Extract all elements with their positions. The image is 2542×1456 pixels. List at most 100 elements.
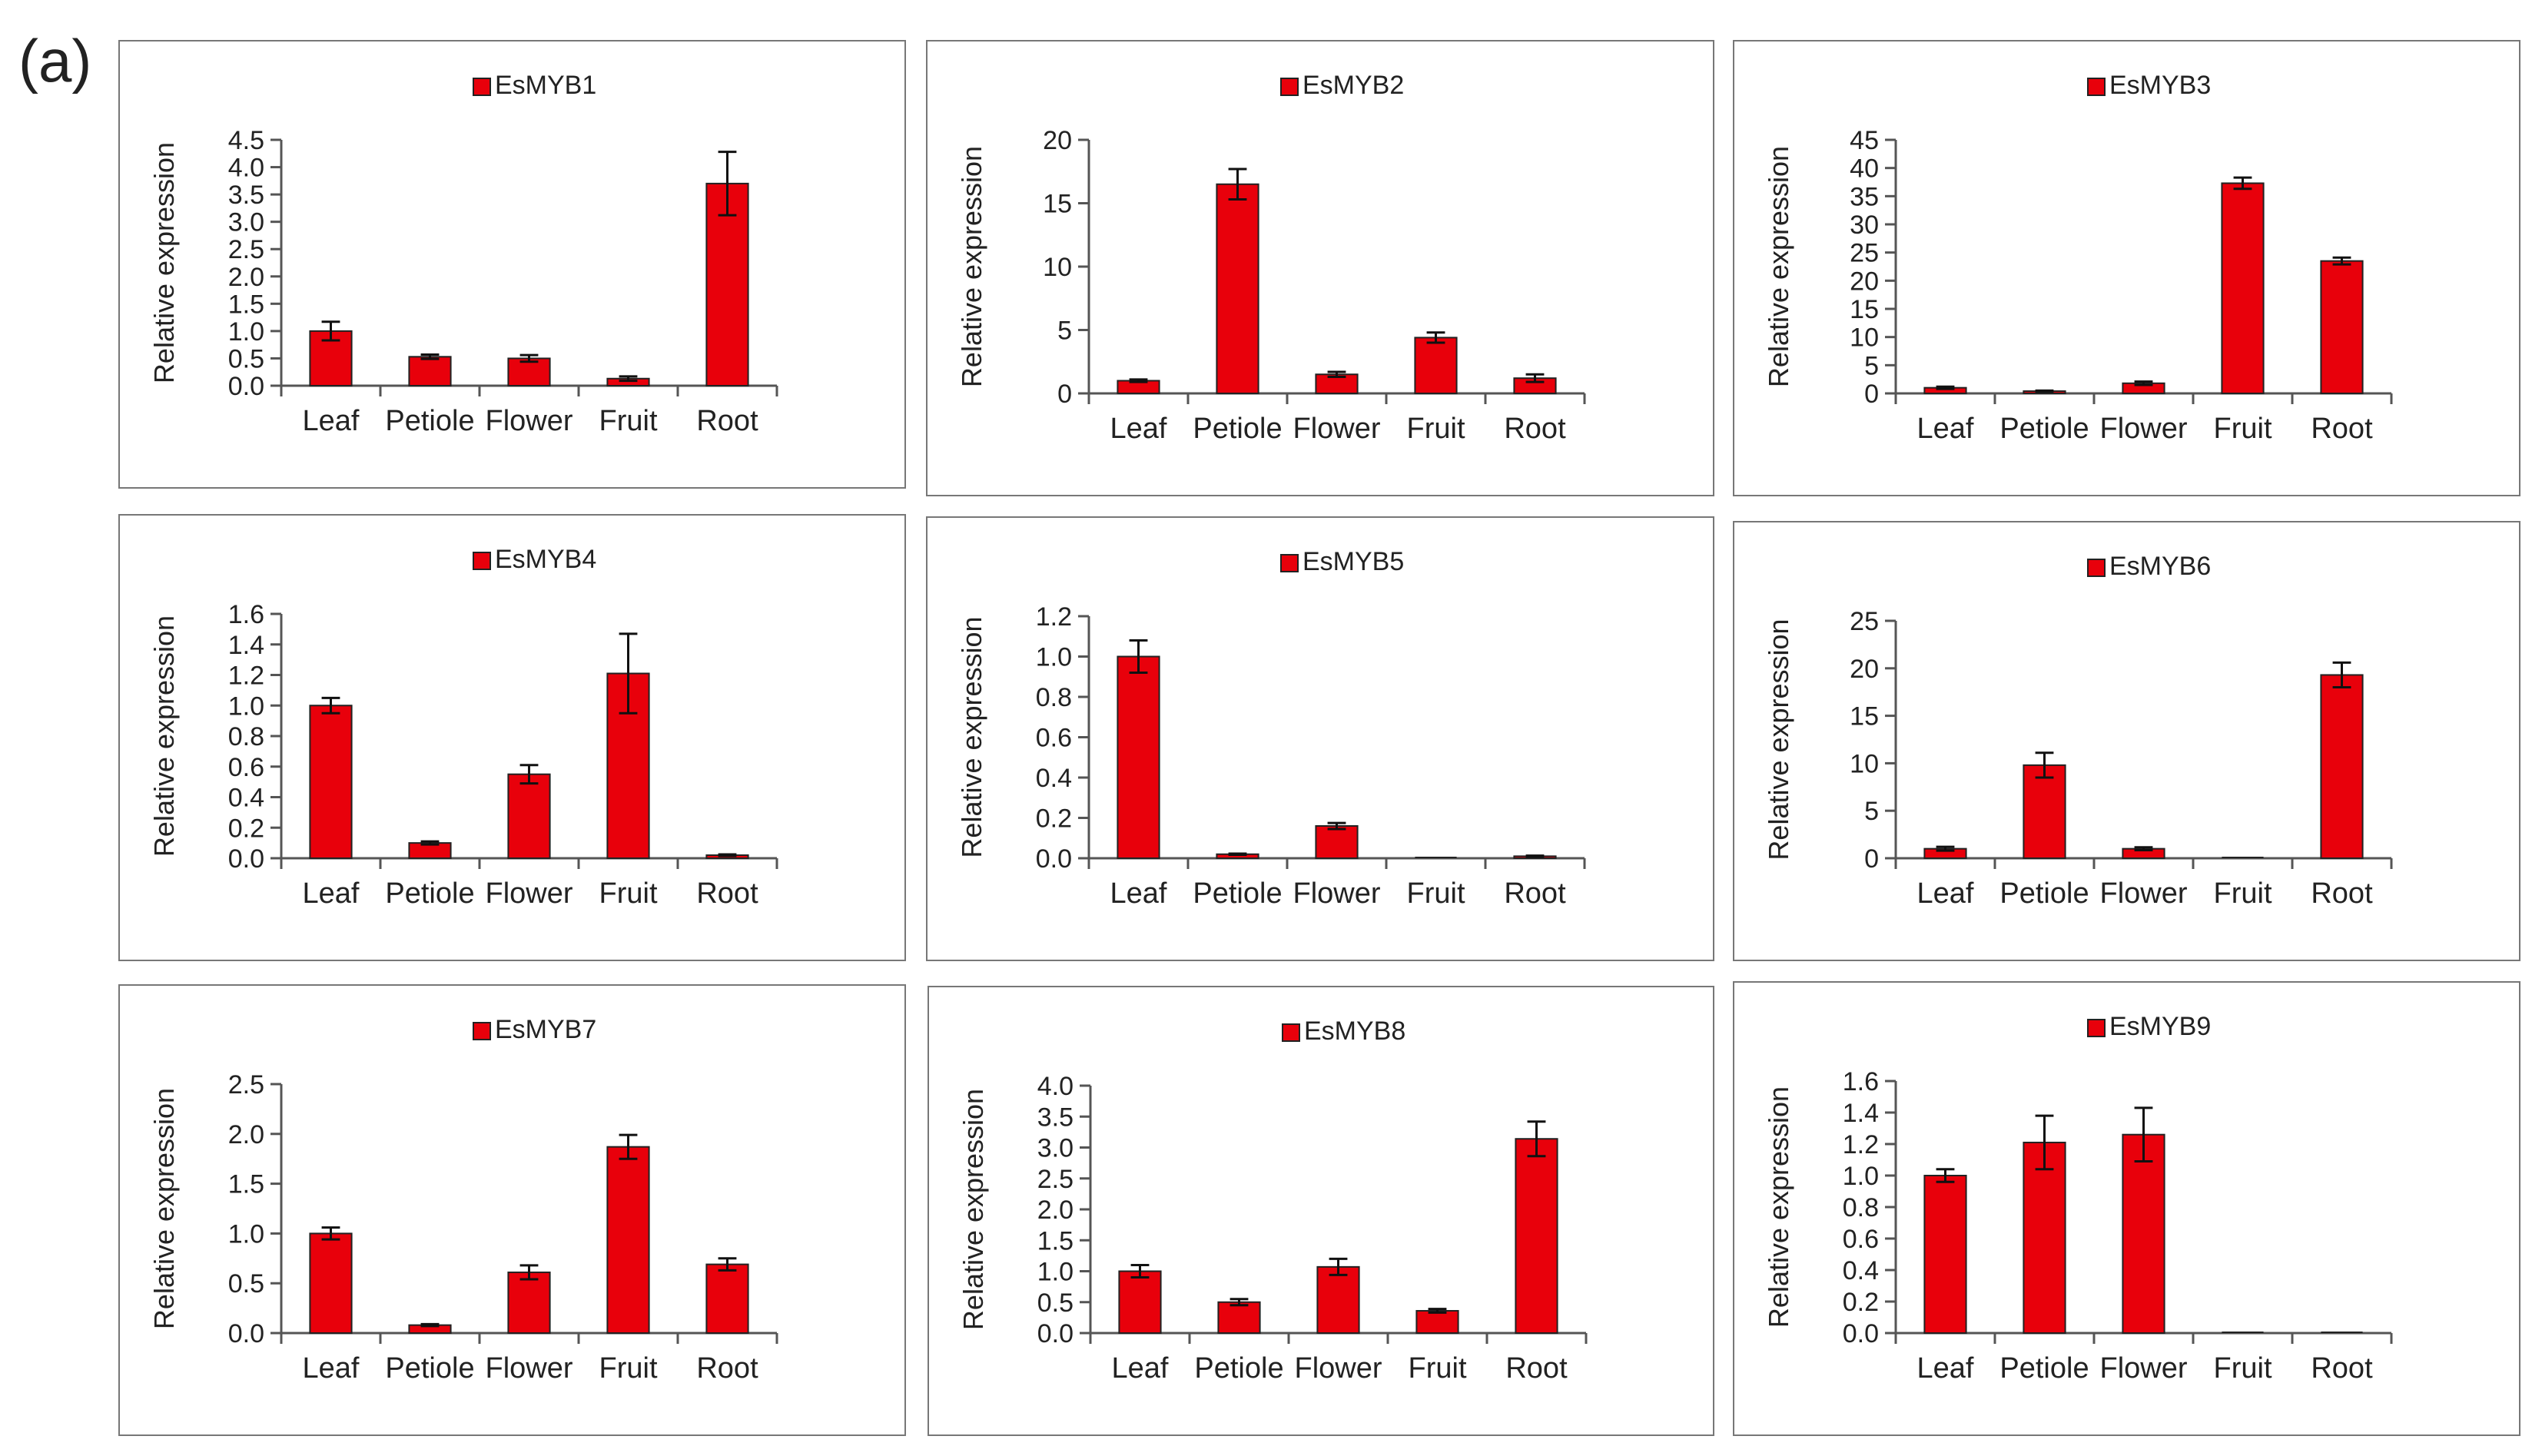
x-tick-label: Leaf — [1917, 1352, 1974, 1385]
x-tick-label: Fruit — [2214, 877, 2272, 910]
bar — [705, 1263, 749, 1334]
x-tick-label: Flower — [1293, 413, 1380, 445]
y-tick-label: 35 — [1850, 182, 1879, 211]
y-tick-label: 2.5 — [1037, 1165, 1074, 1194]
chart-panel-esmyb2: 0 5 10 15 20 Leaf Petiole Flower Fruit Root Relati… — [926, 40, 1714, 496]
y-tick-label: 0.5 — [1037, 1289, 1074, 1318]
bar — [309, 1232, 353, 1334]
chart-panel-esmyb7: 0.0 0.5 1.0 1.5 2.0 2.5 Leaf Petiole Flower Fruit… — [118, 984, 906, 1436]
y-tick-label: 0.6 — [1843, 1225, 1879, 1254]
chart-panel-esmyb6: 0 5 10 15 20 25 Leaf Petiole Flower Fruit Root Rela… — [1733, 521, 2520, 961]
y-tick-label: 0.0 — [228, 372, 264, 401]
y-tick-label: 0.2 — [228, 814, 264, 843]
y-tick-label: 5 — [1057, 317, 1072, 346]
y-tick-label: 0 — [1057, 380, 1072, 409]
y-tick-label: 20 — [1850, 655, 1879, 684]
x-tick-label: Leaf — [303, 877, 360, 910]
x-tick-label: Flower — [485, 877, 572, 910]
y-tick-label: 10 — [1850, 323, 1879, 353]
y-tick-label: 0.4 — [1843, 1256, 1879, 1285]
bar — [606, 1146, 650, 1334]
y-tick-label: 20 — [1043, 126, 1072, 155]
y-tick-label: 0.8 — [1036, 683, 1072, 712]
y-tick-label: 10 — [1043, 253, 1072, 282]
y-tick-label: 45 — [1850, 126, 1879, 155]
x-tick-label: Petiole — [385, 877, 474, 910]
y-tick-label: 3.5 — [1037, 1103, 1074, 1132]
legend-swatch — [1280, 554, 1299, 572]
bar — [1923, 1175, 1967, 1334]
bar — [2122, 1133, 2165, 1334]
y-tick-label: 2.5 — [228, 235, 264, 264]
y-tick-label: 0.0 — [228, 844, 264, 874]
bar — [1216, 183, 1259, 394]
y-tick-label: 4.0 — [1037, 1072, 1074, 1101]
y-tick-label: 0.5 — [228, 344, 264, 373]
legend-label: EsMYB5 — [1303, 547, 1404, 576]
y-tick-label: 0.0 — [1036, 844, 1072, 874]
x-tick-label: Root — [1504, 413, 1566, 445]
y-tick-label: 2.0 — [228, 1120, 264, 1149]
legend-label: EsMYB7 — [495, 1015, 596, 1044]
chart-svg: 0.00.51.01.52.02.53.03.54.04.5 Leaf Petiol… — [148, 71, 778, 437]
bar — [2320, 674, 2364, 859]
y-tick-label: 1.4 — [228, 631, 264, 660]
legend-swatch — [473, 1022, 491, 1040]
y-tick-label: 25 — [1850, 239, 1879, 268]
legend-label: EsMYB3 — [2109, 71, 2211, 100]
y-tick-label: 1.2 — [228, 662, 264, 691]
bar — [1415, 1310, 1459, 1334]
y-tick-label: 30 — [1850, 211, 1879, 240]
y-tick-label: 0.8 — [228, 722, 264, 751]
y-tick-label: 3.0 — [1037, 1134, 1074, 1163]
y-tick-label: 1.2 — [1843, 1130, 1879, 1159]
y-tick-label: 15 — [1850, 295, 1879, 324]
legend-swatch — [2087, 559, 2106, 577]
x-tick-label: Petiole — [385, 1352, 474, 1385]
legend-label: EsMYB4 — [495, 545, 596, 574]
x-tick-label: Root — [696, 877, 758, 910]
y-axis-label: Relative expression — [1763, 1086, 1794, 1328]
x-tick-label: Flower — [1294, 1352, 1382, 1385]
y-tick-label: 5 — [1864, 797, 1879, 826]
chart-panel-esmyb8: 0.0 0.5 1.0 1.5 2.0 2.5 3.0 3.5 4.0 Leaf Petiole Fl… — [928, 986, 1714, 1436]
x-tick-label: Root — [2311, 413, 2373, 445]
y-axis-label: Relative expression — [1763, 619, 1794, 860]
y-tick-label: 10 — [1850, 749, 1879, 778]
y-tick-label: 1.0 — [228, 317, 264, 347]
x-tick-label: Leaf — [303, 405, 360, 437]
x-tick-label: Fruit — [1407, 877, 1465, 910]
bar — [2320, 260, 2364, 394]
y-tick-label: 0.0 — [1037, 1319, 1074, 1348]
y-tick-label: 40 — [1850, 154, 1879, 184]
chart-svg: 0.0 0.5 1.0 1.5 2.0 2.5 Leaf Petiole Flower Fruit… — [148, 1015, 778, 1385]
bar — [2023, 764, 2066, 860]
y-tick-label: 1.6 — [1843, 1067, 1879, 1096]
y-tick-label: 1.0 — [228, 692, 264, 721]
y-tick-label: 3.0 — [228, 208, 264, 237]
y-tick-label: 0.5 — [228, 1269, 264, 1298]
y-tick-label: 1.5 — [1037, 1226, 1074, 1255]
legend-label: EsMYB6 — [2109, 552, 2211, 581]
y-axis-label: Relative expression — [957, 1089, 989, 1330]
chart-panel-esmyb4: 0.0 0.2 0.4 0.6 0.8 1.0 1.2 1.4 1.6 Leaf Petiole Fl… — [118, 514, 906, 961]
y-tick-label: 1.0 — [1843, 1162, 1879, 1191]
legend-label: EsMYB8 — [1304, 1017, 1405, 1046]
legend-swatch — [2087, 78, 2106, 96]
y-tick-label: 0.6 — [228, 753, 264, 782]
y-axis-label: Relative expression — [1763, 146, 1794, 387]
y-axis-label: Relative expression — [148, 615, 180, 857]
legend-swatch — [2087, 1019, 2106, 1037]
bar — [705, 182, 749, 386]
x-tick-label: Flower — [485, 1352, 572, 1385]
y-tick-label: 1.0 — [228, 1219, 264, 1249]
x-tick-label: Petiole — [385, 405, 474, 437]
x-tick-label: Petiole — [1193, 877, 1282, 910]
y-tick-label: 0.4 — [228, 784, 264, 813]
bar — [1117, 655, 1160, 859]
legend-label: EsMYB9 — [2109, 1012, 2211, 1041]
y-tick-label: 1.5 — [228, 290, 264, 319]
x-tick-label: Flower — [485, 405, 572, 437]
legend-swatch — [1280, 78, 1299, 96]
y-tick-label: 25 — [1850, 607, 1879, 636]
